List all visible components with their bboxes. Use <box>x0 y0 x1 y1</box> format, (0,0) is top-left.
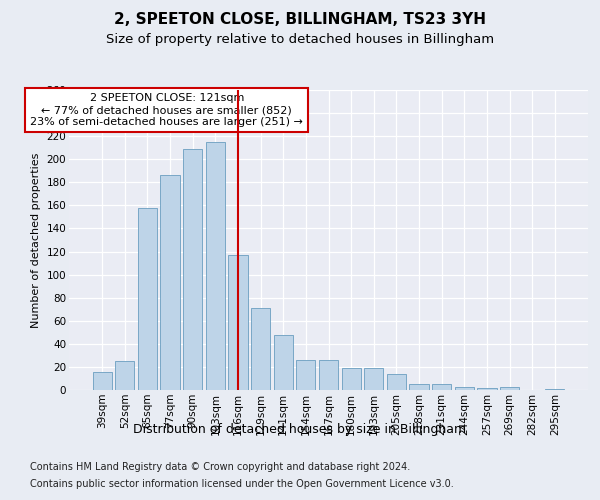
Bar <box>160 176 180 390</box>
Bar <box>432 384 451 390</box>
Bar <box>319 360 338 390</box>
Text: Size of property relative to detached houses in Billingham: Size of property relative to detached ho… <box>106 32 494 46</box>
Bar <box>545 389 565 390</box>
Bar <box>387 374 406 390</box>
Text: 2 SPEETON CLOSE: 121sqm
← 77% of detached houses are smaller (852)
23% of semi-d: 2 SPEETON CLOSE: 121sqm ← 77% of detache… <box>30 94 303 126</box>
Y-axis label: Number of detached properties: Number of detached properties <box>31 152 41 328</box>
Bar <box>364 368 383 390</box>
Bar <box>341 368 361 390</box>
Bar <box>183 149 202 390</box>
Text: 2, SPEETON CLOSE, BILLINGHAM, TS23 3YH: 2, SPEETON CLOSE, BILLINGHAM, TS23 3YH <box>114 12 486 28</box>
Text: Contains HM Land Registry data © Crown copyright and database right 2024.: Contains HM Land Registry data © Crown c… <box>30 462 410 472</box>
Text: Distribution of detached houses by size in Billingham: Distribution of detached houses by size … <box>133 422 467 436</box>
Bar <box>115 361 134 390</box>
Bar <box>409 384 428 390</box>
Bar <box>500 386 519 390</box>
Bar <box>274 334 293 390</box>
Bar <box>229 255 248 390</box>
Bar <box>296 360 316 390</box>
Bar <box>455 386 474 390</box>
Bar <box>92 372 112 390</box>
Text: Contains public sector information licensed under the Open Government Licence v3: Contains public sector information licen… <box>30 479 454 489</box>
Bar <box>206 142 225 390</box>
Bar <box>138 208 157 390</box>
Bar <box>251 308 270 390</box>
Bar <box>477 388 497 390</box>
